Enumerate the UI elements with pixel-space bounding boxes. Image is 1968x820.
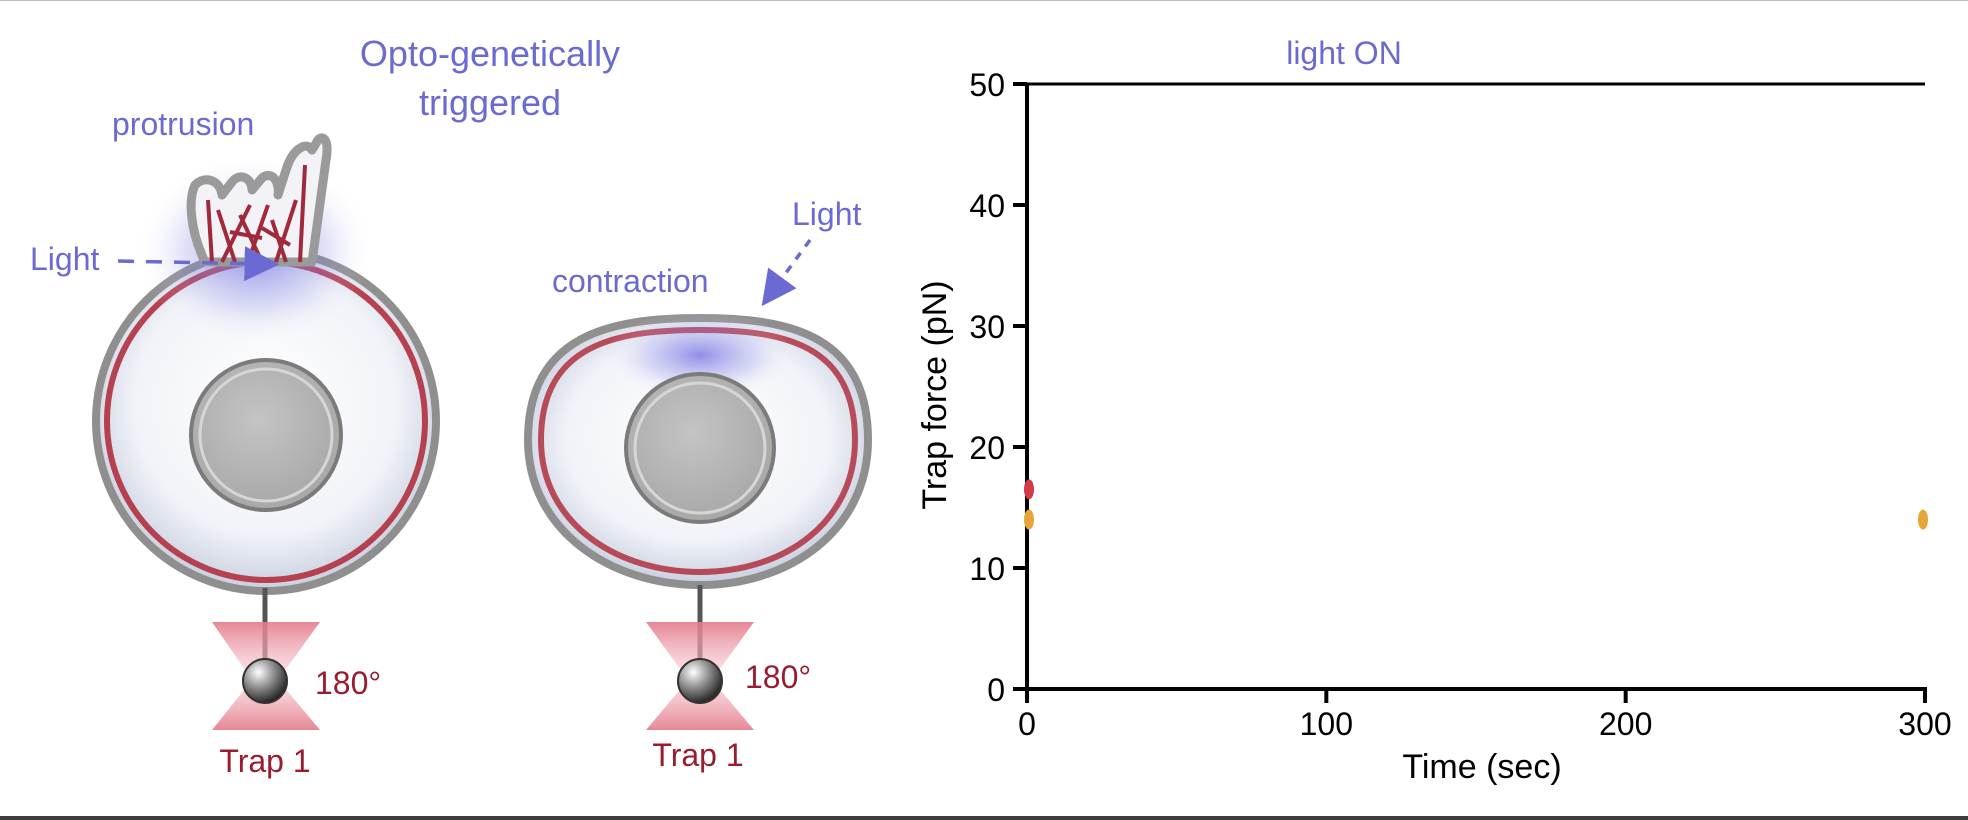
- diagram-title-line1: Opto-genetically: [360, 33, 620, 74]
- angle-label-right: 180°: [745, 659, 811, 695]
- x-tick-label: 0: [1018, 706, 1036, 742]
- bottom-border: [0, 816, 1968, 820]
- protrusion-label: protrusion: [112, 106, 254, 142]
- x-tick-label: 300: [1898, 706, 1951, 742]
- chart-title: light ON: [1286, 35, 1402, 71]
- trap-label-right: Trap 1: [652, 737, 743, 773]
- actin-network: [206, 164, 307, 263]
- angle-label-left: 180°: [315, 665, 381, 701]
- x-tick-label: 200: [1599, 706, 1652, 742]
- light-label-left: Light: [30, 241, 100, 277]
- y-axis-label: Trap force (pN): [916, 280, 954, 509]
- chart-marks: [1024, 479, 1928, 530]
- right-cell: [523, 310, 873, 730]
- series-1-point: [1024, 479, 1034, 500]
- x-tick-label: 100: [1300, 706, 1353, 742]
- y-tick-label: 40: [969, 188, 1005, 224]
- x-axis-label: Time (sec): [1402, 748, 1561, 786]
- right-nucleus-inner: [633, 381, 767, 515]
- y-tick-label: 0: [987, 672, 1005, 708]
- right-light-glow: [605, 310, 795, 400]
- contraction-label: contraction: [552, 263, 709, 299]
- light-label-right: Light: [792, 196, 862, 232]
- light-arrow-right: [761, 238, 812, 307]
- left-bead: [242, 658, 288, 704]
- series-0-point: [1918, 509, 1928, 530]
- right-nucleus: [624, 372, 776, 524]
- y-tick-label: 20: [969, 430, 1005, 466]
- diagram-title-line2: triggered: [419, 82, 561, 123]
- left-nucleus: [189, 358, 343, 512]
- light-arrow-left: [117, 246, 280, 282]
- chart-axes: 0 10 20 30 40 50 0 100 200 300: [969, 67, 1951, 742]
- y-tick-label: 10: [969, 551, 1005, 587]
- left-cell: [92, 133, 440, 730]
- trap-label-left: Trap 1: [219, 743, 310, 779]
- y-tick-label: 30: [969, 309, 1005, 345]
- right-bead: [677, 658, 723, 704]
- left-nucleus-inner: [198, 367, 334, 503]
- right-cell-cortex: [537, 326, 859, 576]
- y-tick-label: 50: [969, 67, 1005, 103]
- force-chart: light ON 0 10 20 30 40 50 0 100 200 300 Time (sec…: [916, 35, 1952, 786]
- series-0-point: [1024, 509, 1034, 530]
- top-border: [0, 0, 1968, 1]
